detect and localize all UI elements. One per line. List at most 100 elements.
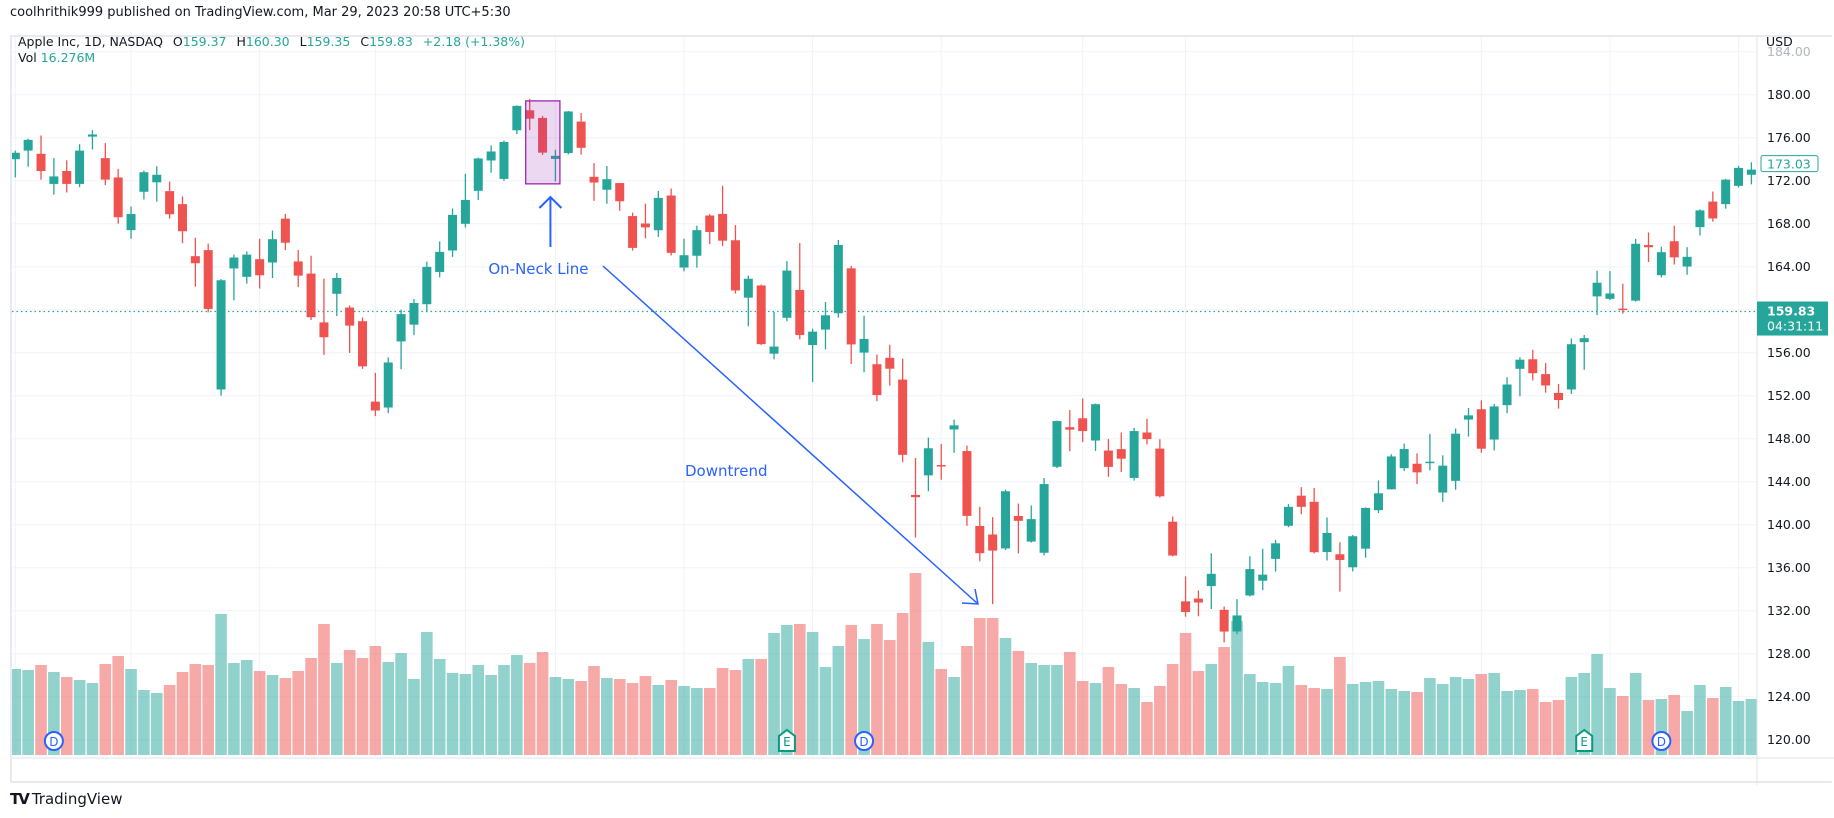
candle bbox=[499, 140, 509, 181]
candle-body bbox=[435, 251, 445, 272]
candle bbox=[409, 298, 419, 336]
candle bbox=[1669, 225, 1679, 265]
price-tick-label: 128.00 bbox=[1767, 646, 1811, 661]
candle-body bbox=[833, 244, 843, 314]
candle bbox=[653, 191, 663, 237]
candle-body bbox=[1669, 241, 1679, 258]
volume-bar bbox=[1038, 665, 1050, 755]
candle-body bbox=[898, 379, 908, 455]
symbol-title[interactable]: Apple Inc, 1D, NASDAQ bbox=[18, 34, 163, 49]
candle bbox=[1309, 487, 1319, 554]
close-label: C bbox=[360, 34, 370, 49]
volume-bar bbox=[1732, 701, 1745, 755]
tradingview-logo[interactable]: TV TradingView bbox=[10, 790, 122, 808]
candle-body bbox=[113, 177, 123, 218]
dividend-marker[interactable]: D bbox=[43, 731, 64, 751]
dividend-marker[interactable]: D bbox=[1651, 731, 1672, 751]
volume-label[interactable]: Vol bbox=[18, 50, 37, 65]
candle bbox=[756, 284, 766, 345]
candle bbox=[1695, 209, 1705, 236]
volume-bar bbox=[536, 652, 549, 755]
candle bbox=[383, 357, 393, 414]
volume-bar bbox=[1552, 700, 1565, 755]
candle-body bbox=[808, 331, 818, 346]
price-legend-row: Apple Inc, 1D, NASDAQ O159.37 H160.30 L1… bbox=[18, 34, 525, 50]
volume-bar bbox=[588, 666, 600, 755]
volume-bar bbox=[1244, 674, 1256, 755]
volume-bar bbox=[883, 640, 896, 755]
candle-body bbox=[486, 151, 496, 161]
candle bbox=[1193, 590, 1203, 617]
volume-bar bbox=[305, 658, 317, 755]
candle bbox=[1065, 410, 1075, 452]
candle-body bbox=[1232, 615, 1242, 632]
candle bbox=[100, 143, 110, 185]
candle-body bbox=[1373, 493, 1383, 511]
candle bbox=[730, 225, 740, 294]
candle-body bbox=[1335, 554, 1345, 560]
candle-body bbox=[602, 179, 612, 190]
high-label: H bbox=[236, 34, 246, 49]
dividend-marker[interactable]: D bbox=[854, 731, 875, 751]
candle-body bbox=[782, 270, 792, 318]
volume-bar bbox=[331, 663, 343, 755]
candle-body bbox=[1463, 415, 1473, 420]
candle-body bbox=[473, 158, 483, 191]
candle bbox=[49, 158, 59, 195]
candle bbox=[177, 196, 187, 244]
volume-bar bbox=[73, 680, 86, 755]
candle bbox=[370, 372, 380, 417]
volume-bar bbox=[1462, 679, 1475, 755]
candle-body bbox=[1001, 491, 1011, 549]
candle bbox=[1052, 420, 1062, 469]
candle-body bbox=[1528, 359, 1538, 374]
earnings-marker[interactable]: E bbox=[777, 728, 796, 752]
volume-bar bbox=[1179, 633, 1192, 755]
candle-body bbox=[62, 171, 72, 184]
time-tick-label: 18 bbox=[676, 763, 692, 778]
price-tick-label: 140.00 bbox=[1767, 517, 1811, 532]
candle-body bbox=[460, 199, 470, 224]
candle bbox=[473, 157, 483, 200]
volume-bar bbox=[215, 614, 227, 755]
candle-body bbox=[1026, 519, 1036, 542]
symbol-legend: Apple Inc, 1D, NASDAQ O159.37 H160.30 L1… bbox=[18, 34, 525, 66]
candle-body bbox=[1361, 507, 1371, 549]
volume-value: 16.276M bbox=[40, 50, 96, 65]
volume-bar bbox=[1436, 684, 1449, 755]
candle bbox=[139, 170, 149, 200]
price-tick-label: 168.00 bbox=[1767, 216, 1811, 231]
volume-bar bbox=[240, 660, 253, 755]
candle bbox=[1001, 489, 1011, 550]
candle bbox=[345, 305, 355, 353]
volume-bar bbox=[1334, 657, 1346, 755]
candle-body bbox=[1746, 169, 1756, 175]
candle bbox=[1746, 162, 1756, 185]
candle-body bbox=[75, 150, 85, 184]
event-marker-label: E bbox=[783, 735, 791, 749]
volume-bar bbox=[22, 670, 34, 755]
volume-bar bbox=[613, 679, 626, 755]
candle bbox=[692, 225, 702, 268]
time-tick-label: May bbox=[800, 763, 826, 778]
candle-body bbox=[1721, 179, 1731, 205]
candle bbox=[782, 261, 792, 322]
candle bbox=[1142, 418, 1152, 445]
earnings-marker[interactable]: E bbox=[1575, 728, 1594, 752]
volume-bar bbox=[1604, 688, 1616, 755]
candle-body bbox=[23, 139, 33, 151]
volume-bar bbox=[1681, 711, 1693, 755]
candle bbox=[242, 251, 252, 284]
candle bbox=[743, 275, 753, 327]
candle bbox=[126, 206, 136, 239]
candle-body bbox=[885, 357, 895, 369]
volume-bar bbox=[1707, 698, 1719, 755]
volume-bar bbox=[1115, 684, 1128, 755]
volume-bar bbox=[1694, 685, 1706, 755]
volume-bar bbox=[1655, 699, 1668, 755]
candle bbox=[859, 315, 869, 373]
pattern-highlight-box bbox=[525, 100, 561, 185]
candle-body bbox=[165, 191, 175, 215]
candle-body bbox=[1425, 461, 1435, 464]
